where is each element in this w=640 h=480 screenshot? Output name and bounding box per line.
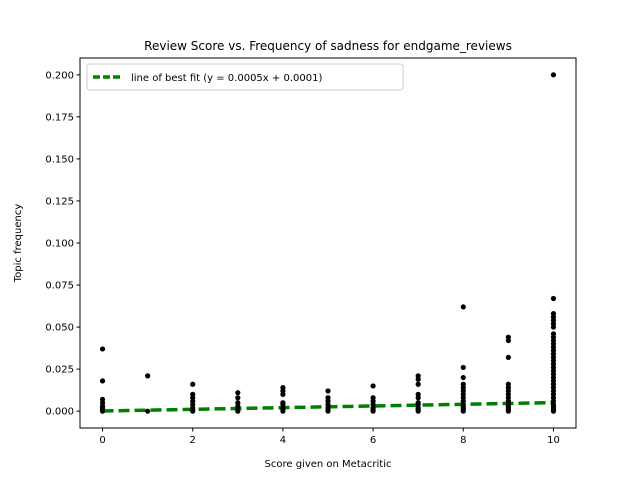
data-point <box>235 408 241 414</box>
data-point <box>235 390 241 396</box>
data-point <box>325 388 331 394</box>
data-point <box>325 408 331 414</box>
chart-title: Review Score vs. Frequency of sadness fo… <box>144 39 512 53</box>
data-point <box>370 408 376 414</box>
data-point <box>415 408 421 414</box>
data-point <box>280 391 286 397</box>
data-point <box>235 395 241 401</box>
data-point <box>460 408 466 414</box>
x-tick-label: 2 <box>190 435 196 446</box>
data-point <box>145 373 151 379</box>
legend-label: line of best fit (y = 0.0005x + 0.0001) <box>131 73 322 84</box>
y-tick-label: 0.050 <box>45 323 74 334</box>
y-axis-label: Topic frequency <box>13 204 24 284</box>
data-point <box>99 346 106 352</box>
x-tick-label: 4 <box>280 435 286 446</box>
data-point <box>505 354 511 360</box>
legend: line of best fit (y = 0.0005x + 0.0001) <box>86 63 404 91</box>
data-point <box>99 378 106 384</box>
data-point <box>460 364 466 371</box>
data-point <box>505 337 511 344</box>
y-tick-label: 0.175 <box>45 112 74 123</box>
data-point <box>280 408 286 414</box>
plot-area <box>80 58 576 428</box>
y-tick-label: 0.125 <box>45 196 74 207</box>
y-axis-ticks: 0.000 0.025 0.050 0.075 0.100 0.125 0.150 0.175… <box>45 70 80 418</box>
data-point <box>550 324 557 330</box>
data-point <box>370 383 376 389</box>
data-point <box>99 408 106 414</box>
scatter-points <box>99 72 557 414</box>
data-point <box>505 408 511 414</box>
data-point <box>190 408 196 414</box>
x-tick-label: 10 <box>547 435 560 446</box>
data-point <box>460 374 466 381</box>
x-axis-label: Score given on Metacritic <box>265 459 392 470</box>
y-tick-label: 0.075 <box>45 281 74 292</box>
data-point <box>415 395 421 401</box>
data-point <box>145 408 151 414</box>
data-point <box>550 295 557 302</box>
data-point <box>550 408 557 414</box>
data-point <box>550 72 557 78</box>
y-tick-label: 0.100 <box>45 239 74 250</box>
x-tick-label: 6 <box>370 435 376 446</box>
legend-box <box>86 63 404 91</box>
x-tick-label: 8 <box>460 435 466 446</box>
data-point <box>415 376 421 382</box>
x-tick-label: 0 <box>99 435 105 446</box>
y-tick-label: 0.200 <box>45 70 74 81</box>
data-point <box>190 381 196 387</box>
y-tick-label: 0.150 <box>45 154 74 165</box>
y-tick-label: 0.025 <box>45 365 74 376</box>
data-point <box>460 304 466 310</box>
data-point <box>415 381 421 387</box>
x-axis-ticks: 0 2 4 6 8 10 <box>99 428 560 446</box>
y-tick-label: 0.000 <box>45 407 74 418</box>
plot-frame <box>79 57 577 429</box>
